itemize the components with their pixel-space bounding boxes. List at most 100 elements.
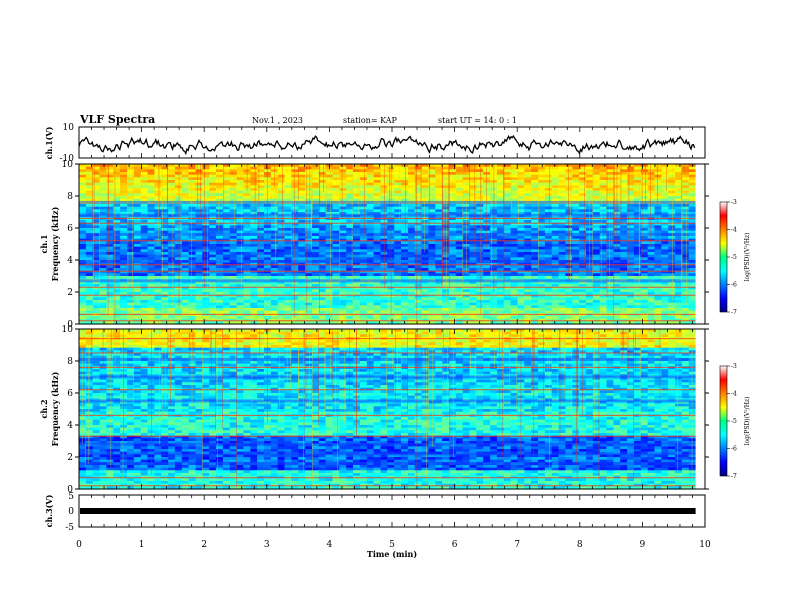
spectrogram-cell xyxy=(579,196,587,200)
spectrogram-cell xyxy=(339,241,347,245)
spectrogram-cell xyxy=(99,305,108,309)
spectrogram-cell xyxy=(414,236,423,240)
spectrogram-cell xyxy=(298,220,306,224)
spectrogram-cell xyxy=(654,246,662,250)
spectrogram-cell xyxy=(174,297,183,301)
spectrogram-cell xyxy=(579,284,587,288)
spectrogram-cell xyxy=(133,276,142,280)
spectrogram-cell xyxy=(113,206,121,210)
spectrogram-cell xyxy=(161,209,169,213)
spectrogram-cell xyxy=(640,190,649,194)
spectrogram-cell xyxy=(222,190,231,194)
spectrogram-cell xyxy=(681,252,690,256)
spectrogram-cell xyxy=(681,182,690,186)
spectrogram-cell xyxy=(551,249,560,253)
spectrogram-cell xyxy=(565,241,573,245)
spectrogram-cell xyxy=(181,196,190,200)
spectrogram-cell xyxy=(264,166,272,170)
spectrogram-cell xyxy=(188,196,197,200)
spectrogram-cell xyxy=(517,270,525,274)
spectrogram-cell xyxy=(236,204,245,208)
spectrogram-cell xyxy=(305,284,313,288)
spectrogram-cell xyxy=(469,254,477,258)
spectrogram-cell xyxy=(455,190,464,194)
spectrogram-cell xyxy=(483,182,491,186)
spectrogram-cell xyxy=(551,281,560,285)
spectrogram-cell xyxy=(496,268,505,272)
spectrogram-cell xyxy=(85,302,94,306)
spectrogram-cell xyxy=(524,177,532,181)
spectrogram-cell xyxy=(640,177,649,181)
spectrogram-cell xyxy=(599,225,608,229)
spectrogram-cell xyxy=(202,292,210,296)
spectrogram-cell xyxy=(195,249,203,253)
spectrogram-cell xyxy=(270,284,279,288)
spectrogram-cell xyxy=(284,188,292,192)
spectrogram-cell xyxy=(236,212,245,216)
spectrogram-cell xyxy=(435,257,443,261)
spectrogram-cell xyxy=(318,289,327,293)
spectrogram-cell xyxy=(394,252,402,256)
spectrogram-cell xyxy=(209,241,217,245)
spectrogram-cell xyxy=(572,300,580,304)
spectrogram-cell xyxy=(346,241,354,245)
spectrogram-cell xyxy=(435,209,443,213)
spectrogram-cell xyxy=(284,222,292,226)
spectrogram-cell xyxy=(339,172,347,176)
spectrogram-cell xyxy=(579,294,587,298)
spectrogram-cell xyxy=(558,292,567,296)
spectrogram-cell xyxy=(195,252,203,256)
spectrogram-cell xyxy=(455,265,464,269)
spectrogram-cell xyxy=(359,268,368,272)
spectrogram-cell xyxy=(346,185,354,189)
spectrogram-cell xyxy=(291,249,299,253)
spectrogram-cell xyxy=(449,244,457,248)
spectrogram-cell xyxy=(483,220,491,224)
spectrogram-cell xyxy=(85,180,94,184)
spectrogram-cell xyxy=(332,217,340,221)
spectrogram-cell xyxy=(640,182,649,186)
spectrogram-cell xyxy=(243,276,251,280)
spectrogram-cell xyxy=(127,270,135,274)
spectrogram-cell xyxy=(380,294,388,298)
spectrogram-cell xyxy=(325,172,334,176)
spectrogram-cell xyxy=(120,172,128,176)
spectrogram-cell xyxy=(407,190,416,194)
spectrogram-cell xyxy=(435,193,443,197)
spectrogram-cell xyxy=(359,265,368,269)
spectrogram-cell xyxy=(414,185,423,189)
spectrogram-cell xyxy=(455,204,464,208)
spectrogram-cell xyxy=(257,169,265,173)
spectrogram-cell xyxy=(291,198,299,202)
spectrogram-cell xyxy=(120,180,128,184)
spectrogram-cell xyxy=(414,206,423,210)
spectrogram-cell xyxy=(469,230,477,234)
spectrogram-cell xyxy=(332,193,340,197)
spectrogram-cell xyxy=(216,204,224,208)
spectrogram-cell xyxy=(311,193,320,197)
spectrogram-cell xyxy=(572,289,580,293)
spectrogram-cell xyxy=(195,225,203,229)
spectrogram-cell xyxy=(85,217,94,221)
spectrogram-cell xyxy=(606,249,614,253)
spectrogram-cell xyxy=(572,273,580,277)
spectrogram-cell xyxy=(216,185,224,189)
spectrogram-cell xyxy=(586,292,594,296)
spectrogram-cell xyxy=(668,286,676,290)
spectrogram-cell xyxy=(627,230,635,234)
spectrogram-cell xyxy=(147,174,155,178)
spectrogram-cell xyxy=(627,209,635,213)
spectrogram-cell xyxy=(407,236,416,240)
spectrogram-cell xyxy=(318,241,327,245)
spectrogram-cell xyxy=(133,289,142,293)
spectrogram-cell xyxy=(325,246,334,250)
spectrogram-cell xyxy=(538,300,546,304)
spectrogram-cell xyxy=(209,230,217,234)
spectrogram-cell xyxy=(284,241,292,245)
spectrogram-cell xyxy=(606,265,614,269)
spectrogram-cell xyxy=(353,166,361,170)
spectrogram-cell xyxy=(538,185,546,189)
spectrogram-cell xyxy=(421,289,430,293)
spectrogram-cell xyxy=(428,241,436,245)
spectrogram-cell xyxy=(243,217,251,221)
